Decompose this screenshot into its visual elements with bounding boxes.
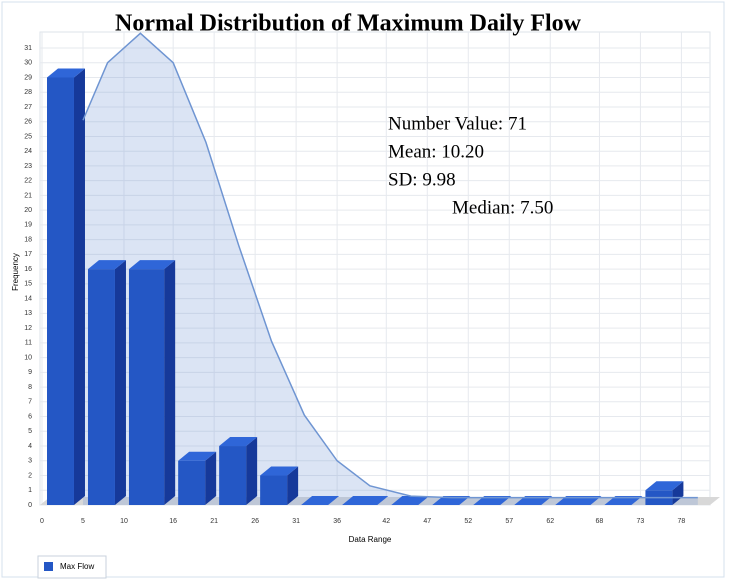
y-tick-label: 9 <box>28 369 32 376</box>
x-tick-label: 0 <box>40 518 44 525</box>
y-tick-label: 6 <box>28 413 32 420</box>
y-tick-label: 18 <box>24 236 32 243</box>
y-tick-label: 14 <box>24 295 32 302</box>
bar <box>260 475 288 505</box>
y-tick-label: 7 <box>28 399 32 406</box>
curve <box>82 32 698 499</box>
x-tick-label: 42 <box>382 518 390 525</box>
bar-top <box>178 451 217 461</box>
bar-top <box>301 496 340 505</box>
x-tick-label: 16 <box>169 518 177 525</box>
y-tick-label: 23 <box>24 163 32 170</box>
y-tick-label: 28 <box>24 89 32 96</box>
y-tick-label: 11 <box>25 340 32 347</box>
x-tick-label: 21 <box>210 518 218 525</box>
y-tick-label: 22 <box>24 178 32 185</box>
x-tick-label: 62 <box>546 518 554 525</box>
bar <box>178 460 206 505</box>
bar-side <box>114 260 126 505</box>
y-tick-label: 12 <box>24 325 32 332</box>
bar <box>87 269 115 505</box>
y-tick-label: 0 <box>28 502 32 509</box>
annotation: Mean: 10.20 <box>388 141 484 162</box>
y-tick-label: 21 <box>24 192 32 199</box>
bar-side <box>73 68 85 505</box>
bar-side <box>164 260 176 505</box>
x-tick-label: 10 <box>120 518 128 525</box>
bar <box>128 269 165 505</box>
bar-top <box>260 466 299 476</box>
annotation: Median: 7.50 <box>452 197 553 218</box>
annotation: SD: 9.98 <box>388 169 456 190</box>
bar-top <box>128 260 176 270</box>
y-tick-label: 8 <box>28 384 32 391</box>
bar <box>47 77 74 505</box>
y-tick-label: 27 <box>24 104 32 111</box>
x-tick-label: 5 <box>81 518 85 525</box>
x-tick-label: 57 <box>505 518 513 525</box>
y-tick-label: 3 <box>28 458 32 465</box>
x-tick-label: 52 <box>464 518 472 525</box>
y-tick-label: 4 <box>28 443 32 450</box>
y-tick-label: 24 <box>24 148 32 155</box>
bar-top <box>47 68 85 78</box>
legend-label: Max Flow <box>60 562 94 571</box>
y-axis-label: Frequency <box>11 253 20 291</box>
y-tick-label: 1 <box>28 487 32 494</box>
bar-top <box>342 496 389 505</box>
x-tick-label: 47 <box>423 518 431 525</box>
bar-side <box>205 451 217 505</box>
y-tick-label: 17 <box>24 251 32 258</box>
x-tick-label: 36 <box>333 518 341 525</box>
y-tick-label: 2 <box>28 472 32 479</box>
y-tick-label: 15 <box>24 281 32 288</box>
bar-side <box>246 437 258 505</box>
annotation: Number Value: 71 <box>388 113 527 134</box>
y-tick-label: 5 <box>28 428 32 435</box>
bar-side <box>672 481 684 505</box>
y-tick-label: 16 <box>24 266 32 273</box>
legend <box>37 555 107 579</box>
bar <box>219 446 247 505</box>
x-axis-label: Data Range <box>349 535 392 544</box>
y-tick-label: 29 <box>24 74 32 81</box>
y-tick-label: 30 <box>24 60 32 67</box>
bar-side <box>287 466 299 505</box>
curve-area <box>82 33 698 506</box>
y-tick-label: 20 <box>24 207 32 214</box>
y-tick-label: 31 <box>24 45 32 52</box>
bar-top <box>219 437 258 447</box>
legend-swatch <box>44 562 53 571</box>
x-tick-label: 31 <box>292 518 300 525</box>
x-tick-label: 26 <box>251 518 259 525</box>
y-tick-label: 10 <box>24 354 32 361</box>
x-tick-label: 68 <box>596 518 604 525</box>
bar-top <box>391 496 430 505</box>
bar-top <box>645 481 684 491</box>
y-tick-label: 19 <box>24 222 32 229</box>
y-tick-label: 13 <box>24 310 32 317</box>
y-tick-label: 26 <box>24 119 32 126</box>
y-tick-label: 25 <box>24 133 32 140</box>
x-tick-label: 78 <box>678 518 686 525</box>
bar-top <box>87 260 126 270</box>
chart-title: Normal Distribution of Maximum Daily Flo… <box>115 11 582 37</box>
x-tick-label: 73 <box>637 518 645 525</box>
